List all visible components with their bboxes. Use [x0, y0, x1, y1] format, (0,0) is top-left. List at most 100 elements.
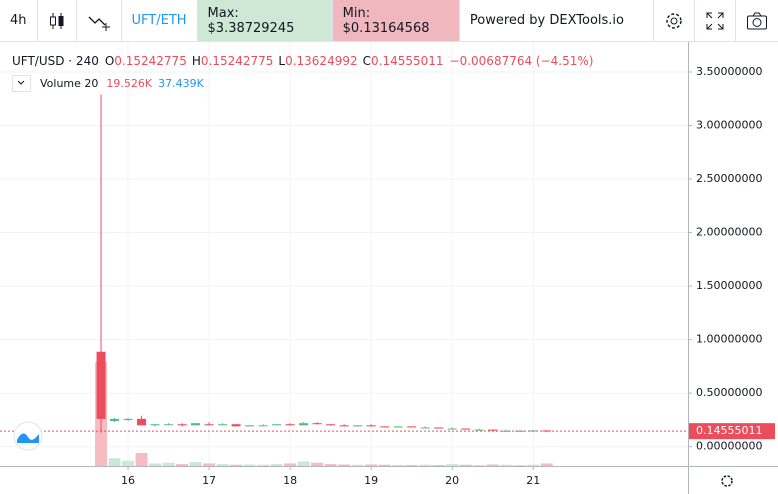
candle-body [515, 430, 525, 432]
min-price: Min: $0.13164568 [332, 0, 460, 41]
y-tick-label: 1.50000000 [696, 279, 762, 292]
background [0, 42, 778, 494]
legend: UFT/USD · 240 O0.15242775 H0.15242775 L0.13… [12, 54, 593, 68]
volume-bar [243, 464, 256, 466]
candle-body [474, 429, 484, 431]
volume-bar [473, 464, 486, 466]
candle-body [123, 418, 133, 420]
candle-body [150, 424, 160, 426]
x-tick-label: 21 [526, 474, 540, 487]
l-label: L [278, 54, 285, 68]
volume-bar [432, 464, 445, 466]
o-value: 0.15242775 [114, 54, 187, 68]
y-tick-label: 0.50000000 [696, 386, 762, 399]
candle-body [299, 423, 309, 426]
candle-body [272, 424, 282, 426]
indicator-button[interactable] [77, 0, 122, 41]
candle-body [245, 425, 255, 427]
candle-body [326, 424, 336, 426]
candle-body [164, 424, 174, 426]
volume-bar [365, 464, 378, 466]
volume-bar [324, 464, 337, 466]
powered-by[interactable]: Powered by DEXTools.io [460, 0, 654, 41]
candle-body [393, 426, 403, 428]
volume-bar [216, 464, 229, 466]
candle-body [353, 425, 363, 427]
candle-body [434, 427, 444, 429]
volume-bar [405, 464, 418, 466]
y-tick-label: 1.00000000 [696, 333, 762, 346]
o-label: O [105, 54, 114, 68]
volume-bar [486, 464, 499, 466]
y-tick-label: 2.50000000 [696, 172, 762, 185]
candle-body [447, 428, 457, 430]
volume-bar [351, 464, 364, 466]
candle-body [177, 424, 187, 426]
max-price: Max: $3.38729245 [197, 0, 333, 41]
candle-body [231, 424, 241, 427]
candle-body [501, 430, 511, 432]
volume-bar [176, 464, 189, 466]
last-price-label: 0.14555011 [696, 424, 762, 437]
chevron-icon [17, 80, 25, 85]
settings-button[interactable] [654, 0, 695, 41]
volume-bar [392, 464, 405, 466]
candle-type-button[interactable] [38, 0, 77, 41]
y-tick-label: 3.00000000 [696, 119, 762, 132]
volume-bar [149, 463, 162, 466]
candle-body [191, 423, 201, 426]
candle-body [110, 418, 120, 422]
x-tick-label: 18 [283, 474, 297, 487]
volume-bar [297, 461, 310, 466]
volume-bar [378, 464, 391, 466]
volume-value: 19.526K [106, 77, 152, 90]
interval-button[interactable]: 4h [0, 0, 38, 41]
candle-body [488, 429, 498, 431]
symbol: UFT/USD · 240 [12, 54, 99, 68]
candle-body [312, 423, 322, 425]
volume-bar [270, 464, 283, 466]
h-value: 0.15242775 [201, 54, 274, 68]
axis-settings-button[interactable] [721, 475, 733, 487]
c-value: 0.14555011 [371, 54, 444, 68]
volume-bar [338, 464, 351, 466]
h-label: H [192, 54, 201, 68]
volume-legend: Volume 20 19.526K 37.439K [40, 77, 205, 90]
volume-ma: 37.439K [158, 77, 204, 90]
volume-bar [230, 464, 243, 466]
last-price-box [689, 423, 775, 440]
volume-bar [162, 462, 175, 466]
x-tick-label: 19 [364, 474, 378, 487]
volume-bar [500, 464, 513, 466]
volume-bar [189, 462, 202, 466]
x-tick-label: 16 [121, 474, 135, 487]
candle-body [204, 424, 214, 426]
y-tick-label: 0.00000000 [696, 440, 762, 453]
x-tick-label: 20 [445, 474, 459, 487]
volume-bar [527, 464, 540, 466]
volume-bar [284, 463, 297, 466]
candle-body [258, 425, 268, 427]
candle-body [339, 425, 349, 427]
fullscreen-button[interactable] [695, 0, 736, 41]
pair[interactable]: UFT/ETH [122, 0, 198, 41]
volume-bar [135, 453, 148, 466]
candle-body [461, 428, 471, 430]
x-tick-label: 17 [202, 474, 216, 487]
candle-body [542, 430, 552, 432]
volume-bar [540, 463, 553, 466]
candle-body [420, 427, 430, 429]
change: −0.00687764 (−4.51%) [450, 54, 594, 68]
candle-body [96, 351, 106, 419]
y-tick-label: 2.00000000 [696, 226, 762, 239]
volume-bar [459, 464, 472, 466]
snapshot-button[interactable] [736, 0, 778, 41]
volume-label: Volume 20 [40, 77, 98, 90]
y-tick-label: 3.50000000 [696, 65, 762, 78]
candle-body [218, 424, 228, 426]
candle-body [407, 426, 417, 428]
c-label: C [363, 54, 371, 68]
volume-bar [203, 463, 216, 466]
